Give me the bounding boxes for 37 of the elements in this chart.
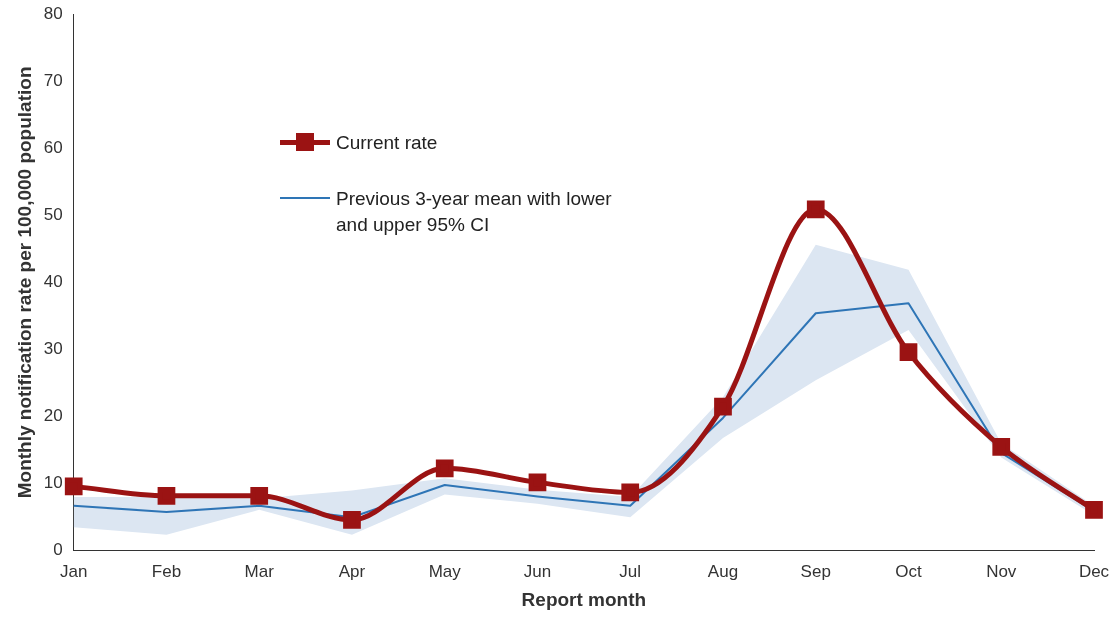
- x-tick-label: Oct: [895, 561, 922, 581]
- point: [621, 483, 640, 502]
- x-tick-label: Aug: [707, 561, 739, 581]
- point: [899, 343, 918, 362]
- y-tick-label: 70: [43, 70, 63, 90]
- x-tick-label: Feb: [151, 561, 182, 581]
- x-tick-label: Sep: [800, 561, 831, 581]
- x-tick-label: Jul: [619, 561, 642, 581]
- point: [714, 397, 732, 416]
- point: [64, 477, 83, 496]
- point: [1085, 501, 1103, 519]
- x-tick-label: Nov: [986, 561, 1017, 581]
- x-tick-label: Mar: [244, 561, 275, 581]
- x-axis-title: Report month: [521, 588, 647, 610]
- x-tick-label: Dec: [1078, 561, 1110, 581]
- point: [528, 473, 547, 492]
- legend-label: Current rate: [336, 131, 438, 155]
- y-tick-label: 60: [43, 137, 63, 157]
- y-tick-label: 20: [43, 406, 63, 426]
- x-tick-label: Jun: [523, 561, 552, 581]
- x-tick-label: Jan: [60, 561, 88, 581]
- x-tick-label: May: [428, 561, 462, 581]
- point: [250, 486, 269, 505]
- y-tick-label: 40: [43, 272, 63, 292]
- point: [157, 486, 176, 505]
- y-tick-label: 0: [53, 540, 63, 560]
- y-tick-label: 10: [43, 473, 63, 493]
- point: [343, 511, 361, 529]
- y-tick-label: 30: [43, 339, 63, 359]
- y-axis-title: Monthly notification rate per 100,000 population: [13, 66, 35, 499]
- y-tick-label: 50: [43, 204, 63, 224]
- y-tick-label: 80: [43, 3, 63, 23]
- point: [806, 200, 825, 219]
- x-tick-label: Apr: [338, 561, 366, 581]
- legend-label: Previous 3-year mean with lower and upper 95% CI: [336, 187, 613, 237]
- point: [435, 459, 454, 478]
- point: [992, 437, 1011, 456]
